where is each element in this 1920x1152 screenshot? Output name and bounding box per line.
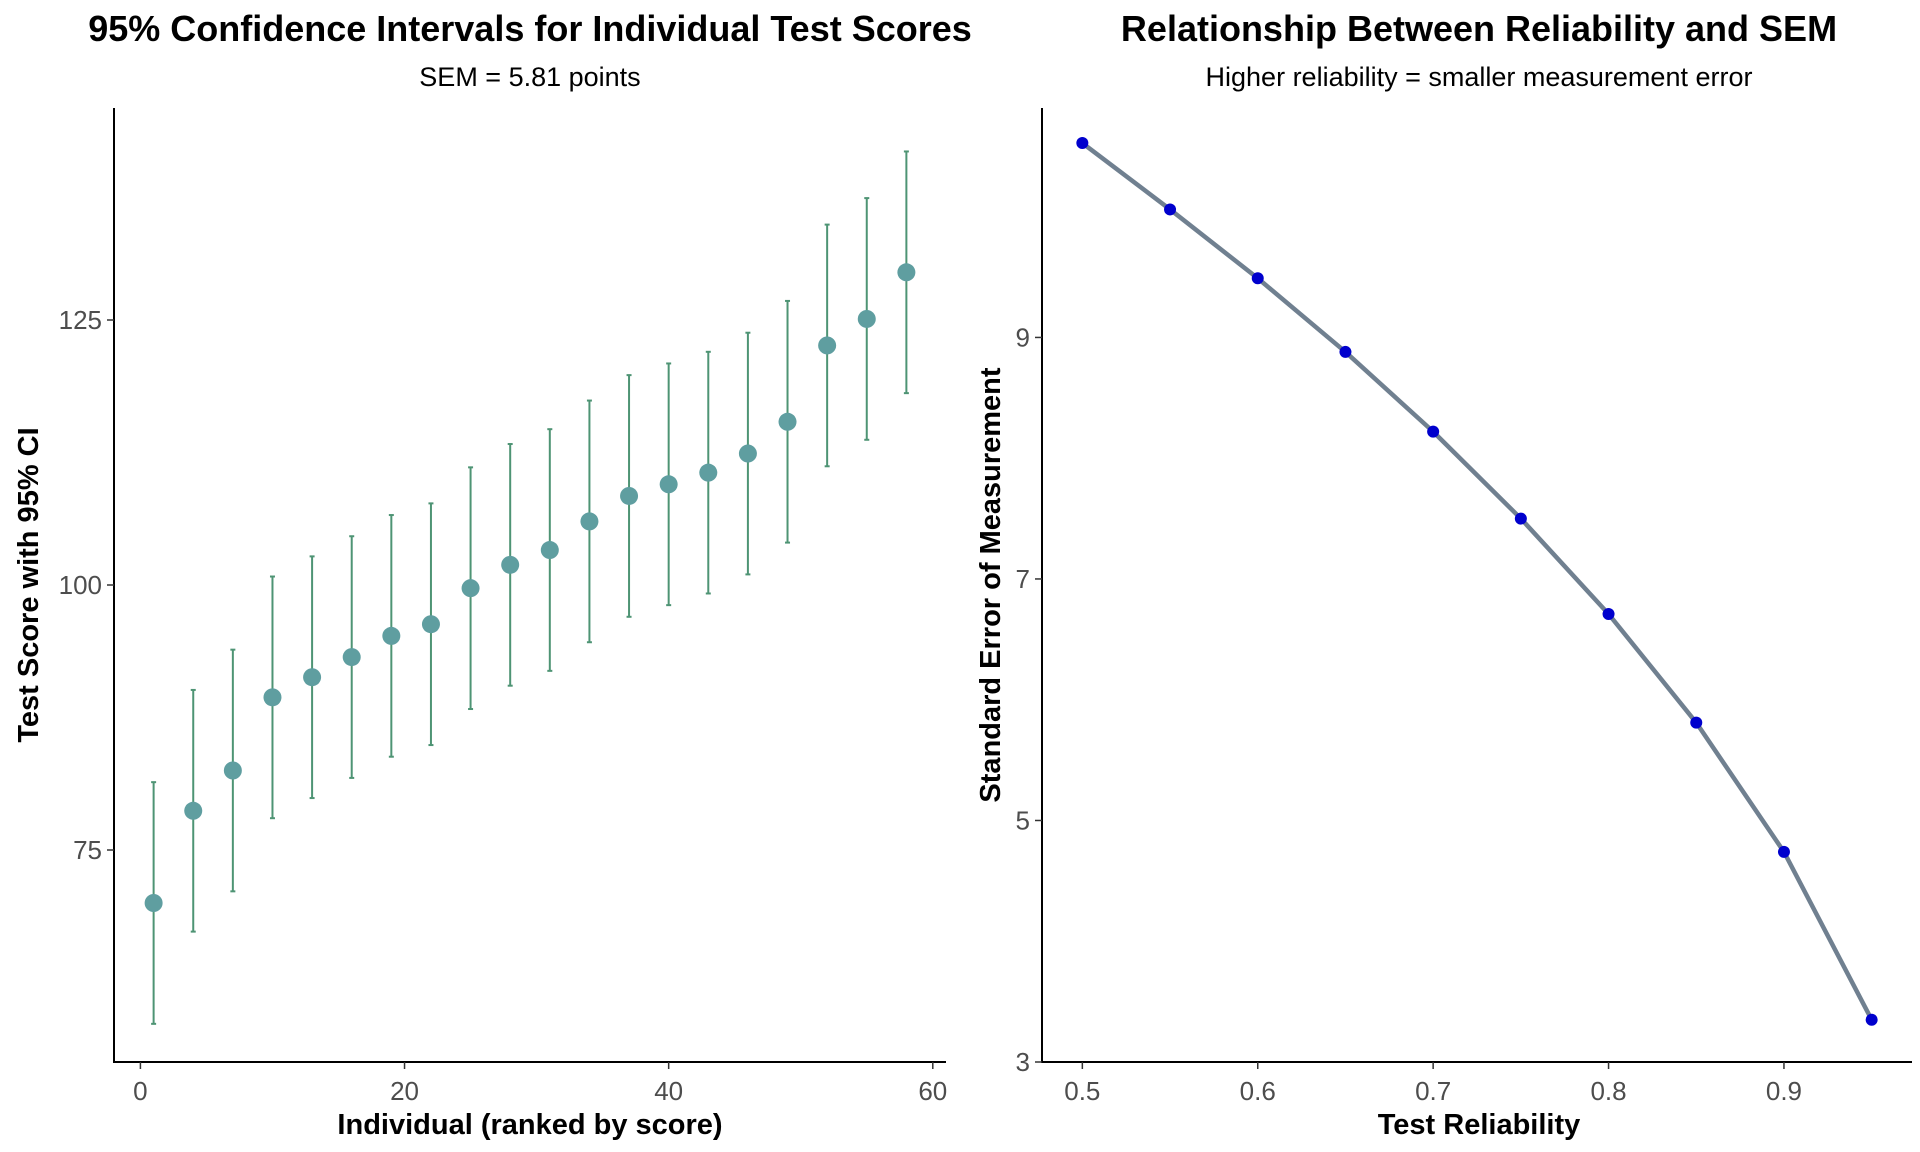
sem-point <box>1164 203 1177 216</box>
sem-point <box>1076 137 1089 150</box>
sem-panel: Relationship Between Reliability and SEM… <box>975 8 1912 1141</box>
score-point <box>540 541 559 560</box>
sem-data-marks <box>1076 137 1878 1026</box>
score-point <box>461 579 480 598</box>
score-point <box>223 761 242 780</box>
sem-point <box>1427 425 1440 438</box>
ci-y-ticks: 75 100 125 <box>59 305 114 865</box>
score-point <box>818 336 837 355</box>
sem-x-tick-label: 0.6 <box>1240 1076 1276 1106</box>
score-point <box>184 801 203 820</box>
sem-y-ticks: 3 5 7 9 <box>1016 322 1042 1077</box>
sem-y-tick-label: 9 <box>1016 322 1030 352</box>
score-point <box>501 555 520 574</box>
sem-chart-title: Relationship Between Reliability and SEM <box>1121 8 1837 49</box>
score-point <box>382 626 401 645</box>
score-point <box>659 475 678 494</box>
score-point <box>778 412 797 431</box>
sem-x-tick-label: 0.7 <box>1415 1076 1451 1106</box>
score-point <box>342 648 361 667</box>
ci-data-marks <box>144 150 916 1025</box>
sem-x-axis-title: Test Reliability <box>1378 1109 1581 1141</box>
sem-x-tick-label: 0.5 <box>1064 1076 1100 1106</box>
sem-point <box>1602 607 1615 620</box>
score-point <box>580 512 599 531</box>
sem-y-tick-label: 3 <box>1016 1047 1030 1077</box>
sem-y-tick-label: 5 <box>1016 805 1030 835</box>
ci-chart-subtitle: SEM = 5.81 points <box>419 62 640 92</box>
score-point <box>738 444 757 463</box>
sem-point <box>1777 845 1790 858</box>
sem-y-tick-label: 7 <box>1016 564 1030 594</box>
ci-x-axis-title: Individual (ranked by score) <box>337 1109 722 1141</box>
score-point <box>620 486 639 505</box>
ci-y-tick-label: 125 <box>59 305 102 335</box>
ci-chart-title: 95% Confidence Intervals for Individual … <box>88 8 972 49</box>
sem-x-ticks: 0.5 0.6 0.7 0.8 0.9 <box>1064 1062 1802 1106</box>
sem-series-line <box>1080 141 1874 1021</box>
ci-y-axis-title: Test Score with 95% CI <box>13 427 45 742</box>
sem-chart-subtitle: Higher reliability = smaller measurement… <box>1206 62 1753 92</box>
ci-x-tick-label: 60 <box>918 1076 947 1106</box>
sem-point <box>1251 272 1264 285</box>
ci-x-tick-label: 0 <box>133 1076 147 1106</box>
ci-x-ticks: 0 20 40 60 <box>133 1062 947 1106</box>
score-point <box>303 668 322 687</box>
score-point <box>699 463 718 482</box>
sem-x-tick-label: 0.9 <box>1766 1076 1802 1106</box>
score-point <box>144 894 163 912</box>
ci-panel: 95% Confidence Intervals for Individual … <box>13 8 972 1141</box>
ci-x-tick-label: 20 <box>390 1076 419 1106</box>
sem-y-axis-title: Standard Error of Measurement <box>975 367 1007 802</box>
score-point <box>897 263 916 282</box>
ci-y-tick-label: 100 <box>59 570 102 600</box>
sem-point <box>1865 1013 1878 1026</box>
sem-point <box>1339 345 1352 358</box>
sem-x-tick-label: 0.8 <box>1590 1076 1626 1106</box>
sem-point <box>1690 716 1703 729</box>
score-point <box>857 309 876 328</box>
score-point <box>421 615 440 634</box>
ci-x-tick-label: 40 <box>654 1076 683 1106</box>
sem-point <box>1514 512 1527 525</box>
ci-y-tick-label: 75 <box>73 835 102 865</box>
score-point <box>263 688 282 707</box>
